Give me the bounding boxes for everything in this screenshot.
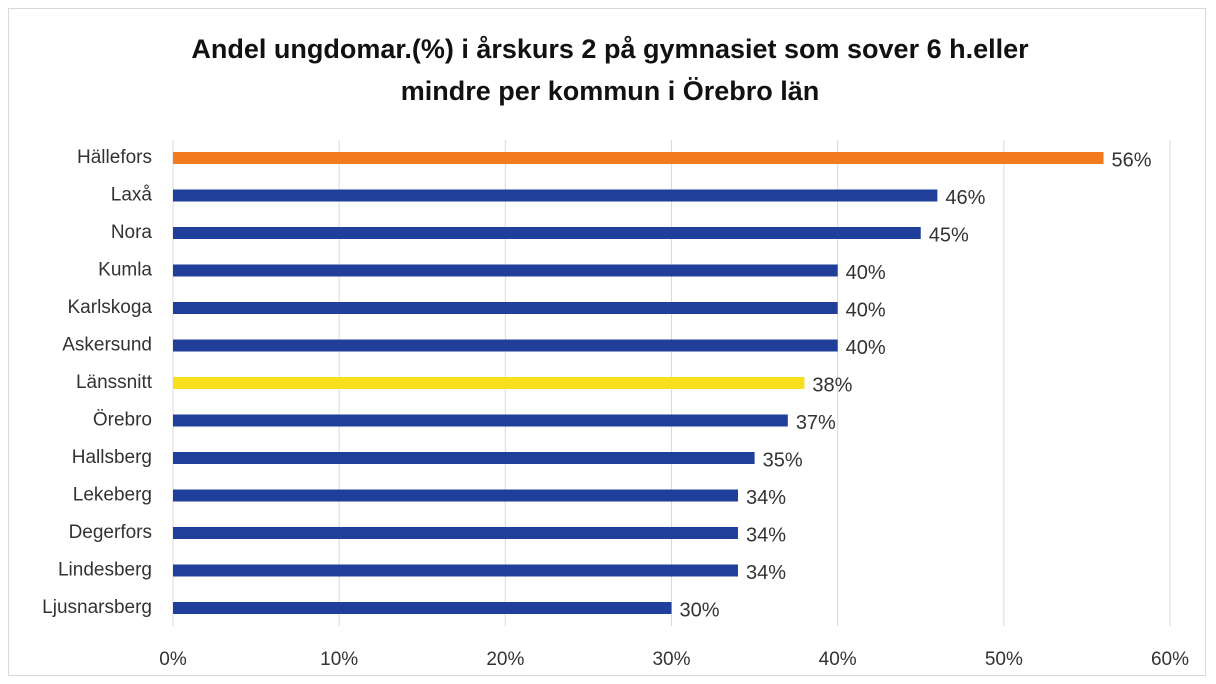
x-tick-label: 10% [320, 649, 358, 670]
y-tick-label: Lekeberg [73, 485, 152, 506]
value-label: 37% [796, 412, 836, 434]
bar [173, 302, 838, 314]
x-tick-label: 50% [985, 649, 1023, 670]
x-tick-label: 60% [1151, 649, 1189, 670]
chart-frame [8, 8, 1206, 676]
value-label: 38% [812, 374, 852, 396]
x-tick-label: 20% [486, 649, 524, 670]
bar [173, 227, 921, 239]
y-tick-label: Lindesberg [58, 560, 152, 581]
value-label: 34% [746, 524, 786, 546]
bar [173, 489, 738, 502]
y-tick-label: Kumla [98, 260, 152, 281]
y-tick-label: Hällefors [77, 147, 152, 168]
y-tick-label: Laxå [111, 185, 153, 206]
bar [173, 189, 938, 202]
value-label: 40% [846, 262, 886, 284]
y-tick-label: Ljusnarsberg [42, 597, 152, 618]
value-label: 34% [746, 562, 786, 584]
bar [173, 564, 738, 577]
y-tick-label: Askersund [62, 335, 152, 356]
value-label: 30% [680, 599, 720, 621]
x-tick-label: 30% [652, 649, 690, 670]
bar [173, 339, 838, 352]
y-tick-label: Hallsberg [72, 447, 152, 468]
value-label: 34% [746, 487, 786, 509]
bar [173, 152, 1104, 164]
value-label: 56% [1112, 149, 1152, 171]
y-tick-label: Länssnitt [76, 372, 153, 393]
bar [173, 377, 805, 389]
bar [173, 264, 838, 277]
value-label: 35% [763, 449, 803, 471]
x-tick-label: 40% [819, 649, 857, 670]
value-label: 40% [846, 299, 886, 321]
bar [173, 452, 755, 464]
bar [173, 602, 672, 614]
y-tick-label: Karlskoga [68, 297, 153, 318]
value-label: 46% [945, 187, 985, 209]
bar [173, 527, 738, 539]
x-tick-label: 0% [159, 649, 187, 670]
bar [173, 414, 788, 427]
value-label: 40% [846, 337, 886, 359]
y-tick-label: Örebro [93, 410, 152, 431]
y-tick-label: Degerfors [69, 522, 152, 543]
y-tick-label: Nora [111, 222, 153, 243]
chart-title: Andel ungdomar.(%) i årskurs 2 på gymnas… [191, 34, 1029, 106]
value-label: 45% [929, 224, 969, 246]
